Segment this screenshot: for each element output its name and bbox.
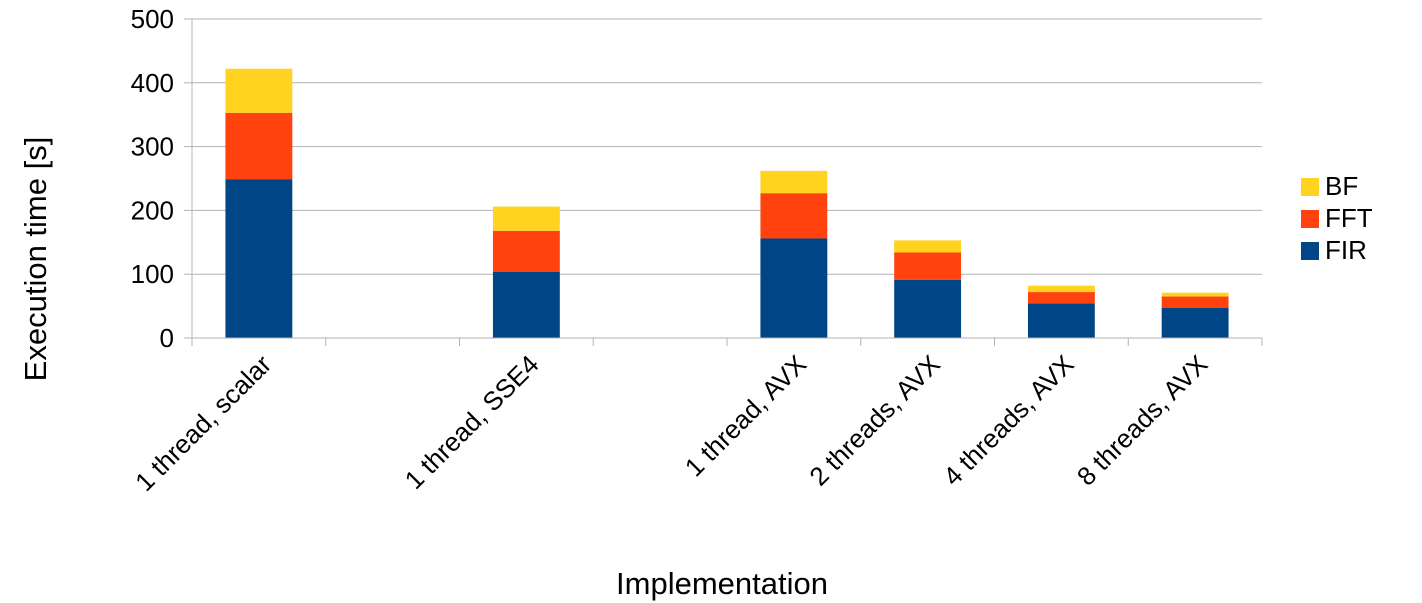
bar-fft xyxy=(492,230,560,272)
bar-fir xyxy=(1027,303,1095,338)
x-tick-label: 2 threads, AVX xyxy=(803,349,945,491)
x-tick-label: 8 threads, AVX xyxy=(1071,349,1213,491)
bar-fft xyxy=(225,112,293,180)
y-axis-title: Execution time [s] xyxy=(18,137,53,382)
bar-fft xyxy=(760,193,828,239)
bar-fft xyxy=(1027,292,1095,304)
gridlines xyxy=(192,18,1262,275)
bar-bf xyxy=(1161,292,1229,297)
legend-label-fft: FFT xyxy=(1325,203,1373,233)
y-tick-label: 200 xyxy=(131,195,174,225)
y-tick-label: 0 xyxy=(160,323,174,353)
y-tick-labels: 0 100 200 300 400 500 xyxy=(131,4,174,353)
legend-swatch-fft xyxy=(1301,210,1319,228)
bar-fft xyxy=(1161,296,1229,309)
bar-fir xyxy=(225,179,293,338)
bar-bf xyxy=(492,206,560,231)
y-tick-label: 500 xyxy=(131,4,174,34)
bar-fir xyxy=(492,271,560,338)
x-tick-label: 1 thread, AVX xyxy=(679,349,812,482)
y-tick-label: 400 xyxy=(131,68,174,98)
legend-label-bf: BF xyxy=(1325,171,1358,201)
y-tick-label: 100 xyxy=(131,259,174,289)
bar-bf xyxy=(760,170,828,194)
x-tick-label: 1 thread, scalar xyxy=(129,349,277,497)
x-tick-labels: 1 thread, scalar 1 thread, SSE4 1 thread, … xyxy=(129,349,1213,497)
legend-label-fir: FIR xyxy=(1325,235,1367,265)
bar-fir xyxy=(1161,308,1229,338)
x-tick-label: 1 thread, SSE4 xyxy=(399,349,545,495)
legend-swatch-fir xyxy=(1301,242,1319,260)
bar-fir xyxy=(760,238,828,338)
bar-bf xyxy=(1027,285,1095,293)
bars xyxy=(225,68,1229,338)
legend-swatch-bf xyxy=(1301,178,1319,196)
y-tick-label: 300 xyxy=(131,132,174,162)
x-axis-title: Implementation xyxy=(616,566,828,601)
bar-bf xyxy=(225,68,293,113)
axes xyxy=(184,18,1263,346)
bar-fft xyxy=(894,252,962,280)
x-tick-label: 4 threads, AVX xyxy=(937,349,1079,491)
bar-fir xyxy=(894,279,962,338)
bar-bf xyxy=(894,240,962,253)
